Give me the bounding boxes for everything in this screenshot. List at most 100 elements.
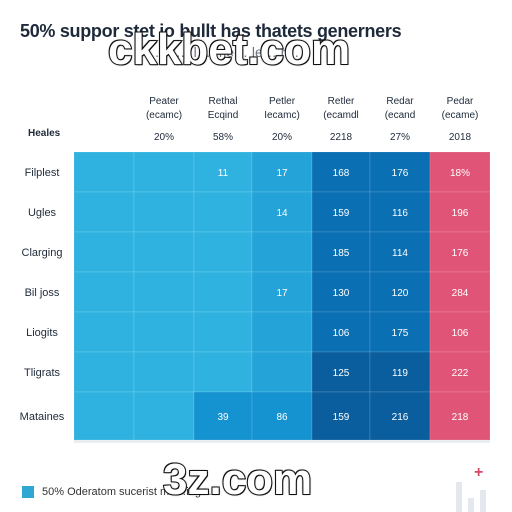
cell-value: 18% [450,168,470,179]
cell-value: 218 [452,412,469,423]
heatmap-cell [251,231,313,273]
cell-value: 130 [333,288,350,299]
cell-value: 17 [276,288,288,299]
column-header-line1: Petler [269,96,296,107]
heatmap-cell [133,391,195,441]
cell-value: 11 [218,168,229,179]
heatmap-cell [133,151,195,193]
plus-icon: + [474,464,484,481]
legend-swatch [22,486,34,498]
column-summary: 20% [272,132,292,143]
column-header-line1: Peater [149,96,179,107]
heatmap-cell [251,311,313,353]
heatmap-cell [73,231,135,273]
column-summary: 58% [213,132,233,143]
row-label: Tligrats [24,367,61,379]
column-summary: 20% [154,132,174,143]
cell-value: 159 [333,412,350,423]
grid-baseline [74,440,490,443]
heatmap-cell [369,311,431,353]
heatmap-cell [193,311,253,353]
heatmap-cell [251,351,313,393]
column-summary: 27% [390,132,410,143]
heatmap-cell [251,271,313,313]
row-label: Bil joss [25,287,60,299]
column-header-line2: (ecamc) [146,110,182,121]
column-header-line1: Redar [386,96,414,107]
heatmap-cell [193,351,253,393]
column-summary: 2018 [449,132,472,143]
cell-value: 175 [392,328,409,339]
cell-value: 185 [333,248,350,259]
heatmap-cell [429,231,491,273]
column-header-line1: Retler [328,96,355,107]
legend: 50% Oderatom sucerist ma…ing… [22,486,212,498]
cell-value: 222 [452,368,469,379]
row-label: Mataines [20,411,65,423]
heatmap-cell [311,151,371,193]
heatmap-cell [429,351,491,393]
column-header-line1: Pedar [447,96,474,107]
heatmap-cell [369,391,431,441]
cell-value: 159 [333,208,350,219]
heatmap-cell [429,151,491,193]
heatmap-cell [73,271,135,313]
heatmap-cell [429,391,491,441]
column-header-line2: Ecqind [208,110,239,121]
heatmap-cell [133,311,195,353]
heatmap-cell [369,231,431,273]
heatmap-cell [429,311,491,353]
heatmap-cell [193,151,253,193]
heatmap-cell [73,151,135,193]
legend-label: 50% Oderatom sucerist ma…ing… [42,486,212,498]
row-label: Liogits [26,327,58,339]
heatmap-cell [369,151,431,193]
chart-title: 50% suppor stet jo bullt has thatets gen… [20,21,402,41]
heatmap-cell [251,391,313,441]
cell-value: 86 [276,412,288,423]
row-label: Ugles [28,207,57,219]
cell-value: 106 [333,328,350,339]
heatmap-cell [73,351,135,393]
heatmap-cell [133,271,195,313]
column-summary: 2218 [330,132,353,143]
cell-value: 14 [276,208,288,219]
cell-value: 284 [452,288,469,299]
heatmap-cell [429,191,491,233]
cell-value: 120 [392,288,409,299]
cell-value: 125 [333,368,350,379]
cell-value: 196 [452,208,469,219]
row-label: Clarging [22,247,63,259]
column-header-line2: (ecamdl [323,110,359,121]
heatmap-cell [133,351,195,393]
heatmap-cell [193,231,253,273]
row-label: Filplest [25,167,60,179]
heatmap-cell [73,391,135,441]
column-header-line2: (ecand [385,110,416,121]
heatmap-cell [133,191,195,233]
heatmap-cell [429,271,491,313]
column-header-line2: Iecamc) [264,110,300,121]
heatmap-cell [73,311,135,353]
watermark-bottom: 3z.com [162,455,313,504]
cell-value: 168 [333,168,350,179]
cell-value: 176 [392,168,409,179]
heatmap-cell [311,351,371,393]
cell-value: 176 [452,248,469,259]
cell-value: 17 [276,168,288,179]
heatmap-cell [193,191,253,233]
watermark-top: ckkbet.com [107,25,351,74]
heatmap-cell [311,391,371,441]
heatmap-cell [133,231,195,273]
cell-value: 106 [452,328,469,339]
heatmap-cell [251,191,313,233]
cell-value: 114 [392,248,408,259]
corner-label: Heales [28,128,61,139]
cell-value: 119 [392,368,408,379]
heatmap-cell [193,271,253,313]
cell-value: 216 [392,412,409,423]
cell-value: 116 [392,208,408,219]
heatmap-cell [73,191,135,233]
mini-bars-icon [456,478,496,512]
cell-value: 39 [217,412,229,423]
